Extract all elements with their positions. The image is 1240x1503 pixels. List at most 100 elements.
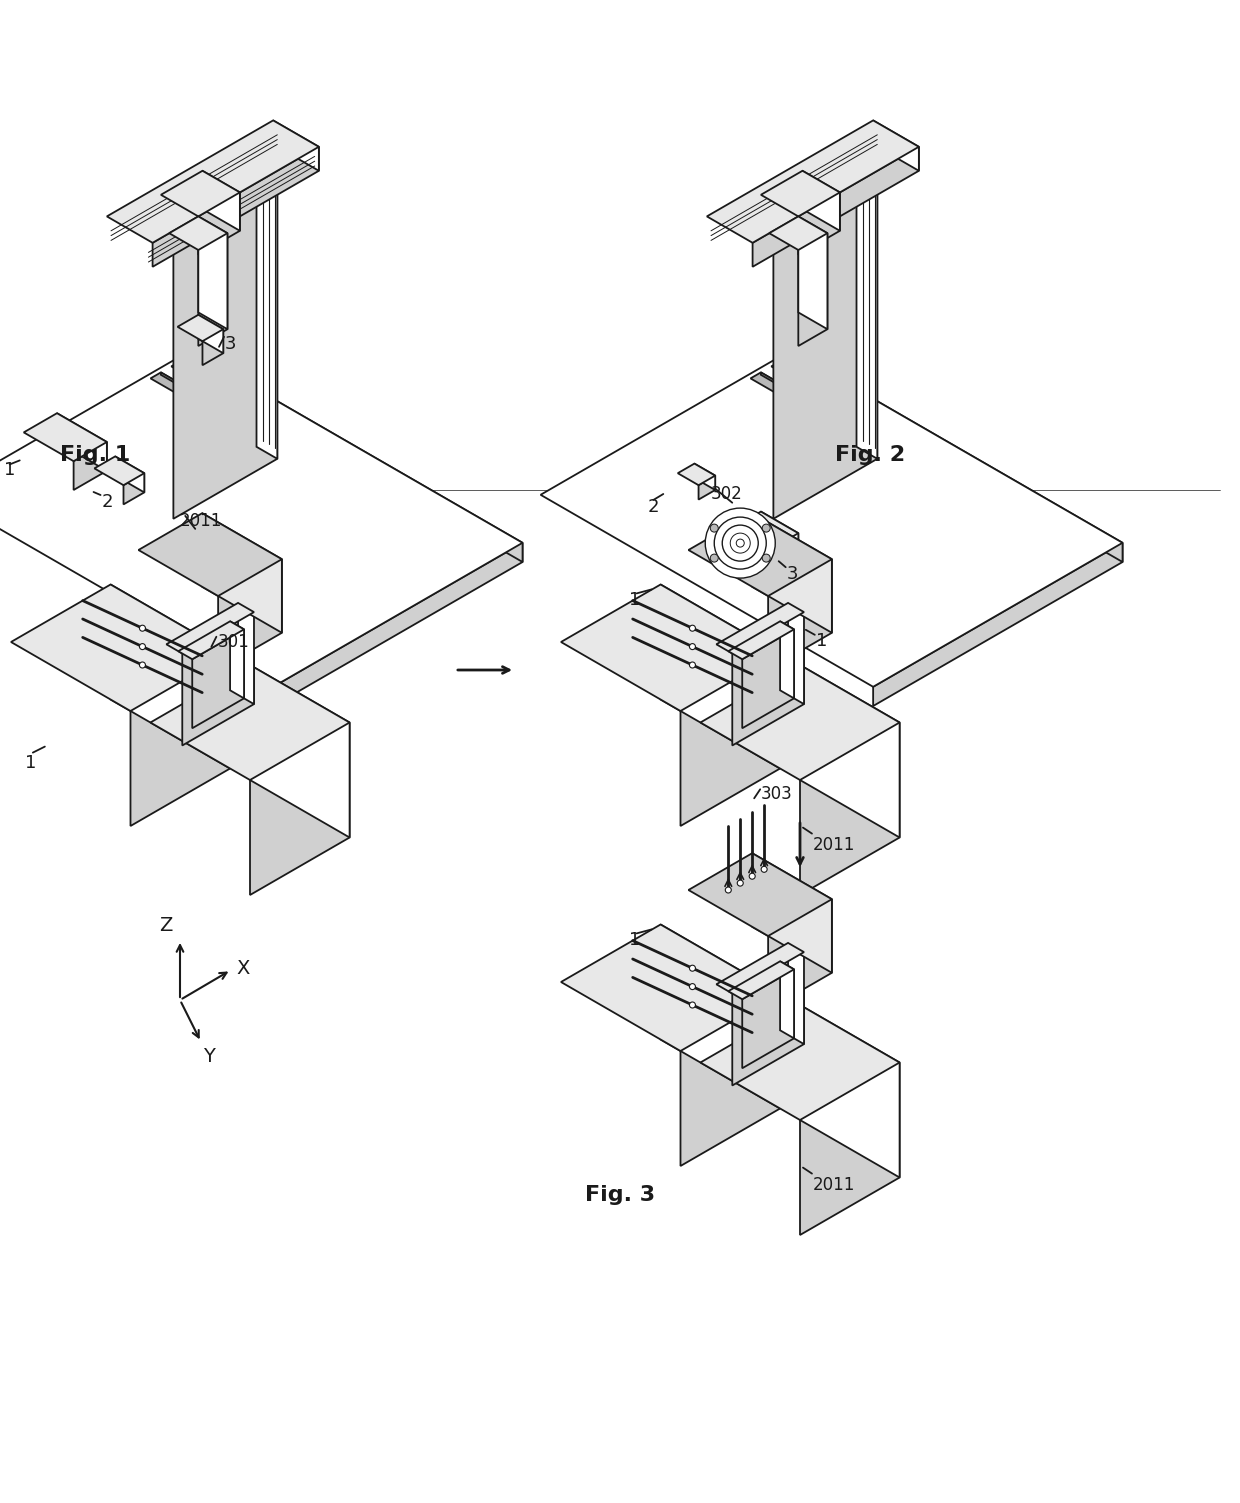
Circle shape bbox=[711, 525, 718, 532]
Polygon shape bbox=[790, 350, 1122, 562]
Polygon shape bbox=[753, 513, 832, 633]
Polygon shape bbox=[802, 171, 839, 231]
Polygon shape bbox=[780, 962, 794, 1039]
Polygon shape bbox=[701, 1006, 899, 1120]
Polygon shape bbox=[769, 216, 827, 249]
Polygon shape bbox=[761, 373, 820, 409]
Circle shape bbox=[706, 508, 775, 579]
Circle shape bbox=[689, 643, 696, 649]
Polygon shape bbox=[707, 120, 919, 243]
Circle shape bbox=[139, 643, 145, 649]
Text: Fig. 3: Fig. 3 bbox=[585, 1184, 655, 1205]
Polygon shape bbox=[198, 233, 227, 346]
Polygon shape bbox=[238, 603, 254, 703]
Polygon shape bbox=[771, 361, 839, 400]
Circle shape bbox=[139, 625, 145, 631]
Polygon shape bbox=[107, 120, 319, 243]
Text: Y: Y bbox=[203, 1048, 215, 1066]
Polygon shape bbox=[250, 723, 350, 894]
Polygon shape bbox=[780, 621, 794, 699]
Polygon shape bbox=[761, 171, 839, 216]
Polygon shape bbox=[768, 559, 832, 670]
Text: 301: 301 bbox=[217, 633, 249, 651]
Polygon shape bbox=[769, 534, 799, 574]
Text: 2011: 2011 bbox=[813, 1175, 856, 1193]
Polygon shape bbox=[768, 899, 832, 1010]
Text: 1: 1 bbox=[629, 932, 640, 950]
Circle shape bbox=[725, 887, 732, 893]
Polygon shape bbox=[153, 147, 319, 268]
Polygon shape bbox=[24, 413, 107, 461]
Polygon shape bbox=[800, 1063, 899, 1235]
Polygon shape bbox=[202, 513, 281, 633]
Polygon shape bbox=[130, 654, 231, 827]
Circle shape bbox=[689, 983, 696, 989]
Polygon shape bbox=[198, 192, 239, 256]
Polygon shape bbox=[799, 192, 839, 256]
Circle shape bbox=[689, 625, 696, 631]
Polygon shape bbox=[179, 621, 244, 660]
Polygon shape bbox=[688, 854, 832, 936]
Polygon shape bbox=[800, 664, 899, 837]
Circle shape bbox=[711, 555, 718, 562]
Polygon shape bbox=[171, 361, 239, 400]
Polygon shape bbox=[0, 350, 522, 687]
Text: Fig. 2: Fig. 2 bbox=[835, 445, 905, 464]
Polygon shape bbox=[110, 585, 231, 768]
Polygon shape bbox=[174, 147, 278, 519]
Text: Fig. 1: Fig. 1 bbox=[60, 445, 130, 464]
Polygon shape bbox=[218, 559, 281, 670]
Polygon shape bbox=[698, 475, 715, 499]
Polygon shape bbox=[681, 654, 780, 827]
Polygon shape bbox=[688, 513, 832, 597]
Polygon shape bbox=[11, 585, 231, 711]
Polygon shape bbox=[799, 216, 827, 329]
Circle shape bbox=[689, 661, 696, 667]
Polygon shape bbox=[781, 361, 839, 397]
Text: 2011: 2011 bbox=[813, 836, 856, 854]
Polygon shape bbox=[733, 951, 804, 1085]
Polygon shape bbox=[198, 216, 227, 329]
Polygon shape bbox=[250, 664, 350, 837]
Polygon shape bbox=[560, 585, 780, 711]
Polygon shape bbox=[139, 513, 281, 597]
Circle shape bbox=[689, 1003, 696, 1009]
Polygon shape bbox=[694, 463, 715, 490]
Polygon shape bbox=[661, 585, 780, 768]
Polygon shape bbox=[273, 543, 522, 706]
Polygon shape bbox=[150, 373, 219, 412]
Polygon shape bbox=[177, 314, 223, 341]
Polygon shape bbox=[182, 361, 239, 397]
Polygon shape bbox=[161, 171, 239, 216]
Polygon shape bbox=[661, 924, 780, 1109]
Polygon shape bbox=[560, 924, 780, 1051]
Polygon shape bbox=[124, 473, 144, 505]
Polygon shape bbox=[198, 314, 223, 353]
Text: 3: 3 bbox=[786, 565, 799, 583]
Text: 2: 2 bbox=[647, 497, 658, 516]
Polygon shape bbox=[681, 993, 780, 1166]
Polygon shape bbox=[717, 603, 804, 654]
Polygon shape bbox=[73, 442, 107, 490]
Polygon shape bbox=[753, 147, 919, 268]
Circle shape bbox=[139, 661, 145, 667]
Polygon shape bbox=[774, 147, 877, 519]
Polygon shape bbox=[541, 350, 1122, 687]
Polygon shape bbox=[166, 603, 254, 654]
Text: 1: 1 bbox=[4, 461, 15, 479]
Polygon shape bbox=[169, 216, 227, 249]
Text: Z: Z bbox=[159, 915, 172, 935]
Polygon shape bbox=[750, 373, 820, 412]
Polygon shape bbox=[190, 350, 522, 562]
Circle shape bbox=[749, 873, 755, 879]
Polygon shape bbox=[733, 612, 804, 745]
Polygon shape bbox=[231, 621, 244, 699]
Circle shape bbox=[763, 525, 770, 532]
Polygon shape bbox=[150, 664, 350, 780]
Polygon shape bbox=[800, 723, 899, 894]
Polygon shape bbox=[728, 621, 794, 660]
Polygon shape bbox=[873, 120, 919, 171]
Polygon shape bbox=[873, 543, 1122, 706]
Polygon shape bbox=[743, 630, 794, 729]
Circle shape bbox=[763, 555, 770, 562]
